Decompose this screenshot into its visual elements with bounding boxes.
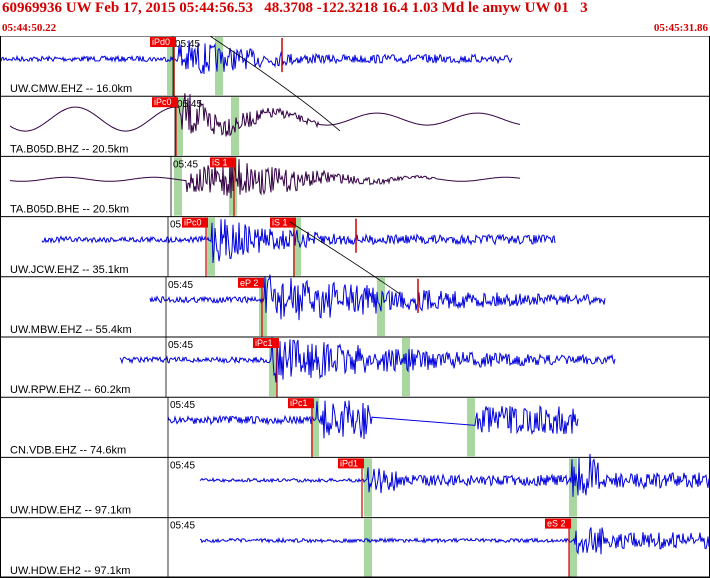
time-tick-label: 05:45	[170, 400, 195, 411]
pick-window-band	[207, 217, 215, 276]
waveform-trace[interactable]	[9, 93, 521, 137]
phase-pick-label: eP 2	[240, 278, 258, 288]
time-tick-label: 05:45	[170, 521, 195, 532]
phase-pick-flag[interactable]	[150, 37, 176, 47]
phase-pick-flag[interactable]	[182, 217, 208, 228]
pick-window-band	[364, 458, 372, 517]
pick-window-band	[174, 157, 182, 216]
phase-pick-label: iPd0	[152, 37, 170, 47]
end-time: 05:45:31.86	[653, 22, 708, 34]
waveform-trace[interactable]	[9, 159, 521, 199]
time-tick-label: 05:45	[168, 280, 193, 291]
pick-window-band	[402, 338, 410, 397]
phase-pick-flag[interactable]	[288, 398, 314, 409]
waveform-trace[interactable]	[119, 337, 616, 383]
pick-window-band	[175, 97, 183, 156]
phase-pick-label: iPc0	[184, 218, 202, 228]
event-header: 60969936 UW Feb 17, 2015 05:44:56.53 48.…	[2, 0, 588, 16]
waveform-trace[interactable]	[199, 527, 710, 555]
waveform-trace[interactable]	[0, 40, 513, 75]
pick-window-band	[259, 277, 267, 336]
station-label: TA.B05D.BHE -- 20.5km	[10, 204, 129, 216]
phase-pick-flag[interactable]	[545, 518, 571, 529]
pick-window-band	[215, 37, 223, 96]
phase-pick-flag[interactable]	[210, 157, 236, 168]
phase-pick-label: iPc1	[255, 338, 273, 348]
pick-window-band	[167, 37, 175, 96]
time-tick-label: 05:45	[177, 99, 202, 110]
waveform-trace[interactable]	[41, 219, 556, 264]
pick-window-band	[569, 518, 577, 577]
phase-pick-label: iPd1	[340, 458, 358, 468]
pick-window-band	[364, 518, 372, 577]
phase-pick-label: iS 1	[272, 218, 288, 228]
phase-pick-flag[interactable]	[338, 458, 364, 469]
time-tick-label: 05:45	[175, 39, 200, 50]
phase-pick-flag[interactable]	[238, 277, 264, 288]
phase-pick-flag[interactable]	[152, 97, 178, 108]
pick-window-band	[467, 398, 475, 457]
waveform-trace[interactable]	[199, 453, 710, 497]
pick-window-band	[311, 398, 319, 457]
time-tick-label: 05:45	[173, 159, 198, 170]
phase-pick-label: iS 1	[212, 157, 228, 167]
phase-pick-flag[interactable]	[270, 217, 296, 228]
phase-pick-label: eS 2	[547, 519, 566, 529]
time-tick-label: 05:45	[170, 460, 195, 471]
phase-pick-label: iPc1	[290, 398, 308, 408]
station-label: UW.HDW.EH2 -- 97.1km	[10, 565, 130, 577]
station-label: UW.CMW.EHZ -- 16.0km	[10, 83, 132, 95]
waveform-trace[interactable]	[167, 400, 579, 440]
time-tick-label: 05:45	[168, 340, 193, 351]
station-label: UW.MBW.EHZ -- 55.4km	[10, 324, 132, 336]
station-label: UW.RPW.EHZ -- 60.2km	[10, 384, 130, 396]
moveout-curve	[289, 221, 401, 295]
phase-pick-flag[interactable]	[253, 338, 279, 348]
start-time: 05:44:50.22	[2, 22, 57, 34]
station-label: UW.JCW.EHZ -- 35.1km	[10, 264, 129, 276]
phase-pick-label: iPc0	[154, 97, 172, 107]
station-label: UW.HDW.EHZ -- 97.1km	[10, 505, 131, 517]
waveform-trace[interactable]	[149, 274, 606, 321]
station-label: TA.B05D.BHZ -- 20.5km	[10, 143, 128, 155]
seismogram-panel[interactable]: 05:45 iPd0 UW.CMW.EHZ -- 16.0km 05:45 iPc0 TA…	[0, 36, 710, 578]
station-label: CN.VDB.EHZ -- 74.6km	[10, 444, 126, 456]
pick-window-band	[293, 217, 301, 276]
moveout-curve	[209, 36, 341, 132]
